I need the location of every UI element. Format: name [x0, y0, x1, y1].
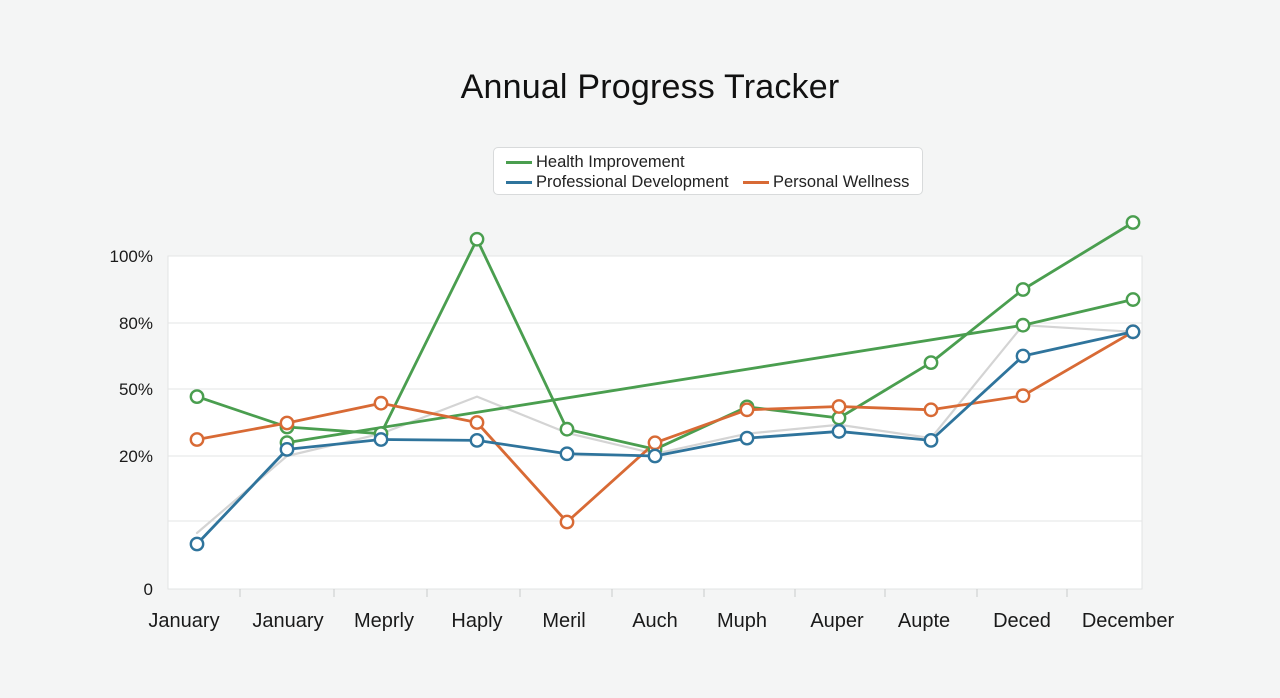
legend-item-wellness: Personal Wellness	[743, 173, 909, 192]
x-tick-label: Deced	[993, 610, 1051, 632]
legend-item-health: Health Improvement	[506, 153, 685, 172]
x-tick-label: December	[1082, 610, 1175, 632]
legend-label-health: Health Improvement	[536, 153, 685, 171]
data-point-0-10	[1125, 215, 1141, 230]
x-tick-label: Aupte	[898, 610, 950, 632]
data-point-0-4	[559, 421, 575, 437]
data-point-3-9	[1015, 388, 1031, 404]
legend-label-wellness: Personal Wellness	[773, 173, 910, 191]
series-markers	[189, 215, 1141, 552]
data-point-0-9	[1015, 282, 1031, 297]
legend-swatch-health	[506, 161, 532, 164]
y-tick-label: 100%	[110, 247, 153, 266]
data-point-2-7	[831, 424, 847, 439]
legend-swatch-wellness	[743, 181, 769, 184]
y-tick-label: 80%	[119, 314, 153, 333]
x-tick-label: Muph	[717, 610, 767, 632]
data-point-3-1	[279, 415, 295, 431]
y-tick-label: 50%	[119, 380, 153, 399]
data-point-2-6	[739, 430, 755, 446]
data-point-3-8	[923, 402, 939, 418]
data-point-3-3	[469, 415, 485, 430]
y-axis: 0 20% 50% 80% 100%	[110, 247, 153, 599]
data-point-0-3	[469, 231, 485, 247]
data-point-2-9	[1015, 348, 1031, 364]
data-point-3-2	[373, 395, 389, 411]
x-tick-label: January	[252, 610, 323, 632]
x-axis: January January Meprly Haply Meril Auch Muph Au…	[148, 589, 1174, 632]
data-point-1-2	[1125, 292, 1141, 307]
legend-item-professional: Professional Development	[506, 173, 729, 192]
data-point-3-4	[559, 514, 575, 530]
data-point-3-6	[739, 402, 755, 418]
data-point-2-10	[1125, 324, 1141, 340]
data-point-3-0	[189, 432, 205, 447]
data-point-2-5	[647, 448, 663, 464]
data-point-2-2	[373, 432, 389, 447]
x-tick-label: Meril	[542, 610, 585, 632]
x-tick-label: Meprly	[354, 610, 414, 632]
data-point-0-0	[189, 389, 205, 404]
data-point-2-8	[923, 432, 939, 448]
y-tick-label: 20%	[119, 447, 153, 466]
plot-area	[167, 255, 1143, 590]
data-point-2-3	[469, 432, 485, 448]
data-point-2-4	[559, 446, 575, 462]
data-point-2-1	[279, 441, 295, 457]
x-tick-label: Auper	[810, 610, 864, 632]
legend-label-professional: Professional Development	[536, 173, 729, 191]
chart-title: Annual Progress Tracker	[460, 68, 840, 106]
data-point-1-1	[1015, 317, 1031, 333]
data-point-2-0	[189, 536, 205, 552]
legend-swatch-professional	[506, 181, 532, 184]
y-tick-label: 0	[144, 580, 153, 599]
x-tick-label: Auch	[632, 610, 678, 632]
legend: Health Improvement Professional Developm…	[493, 147, 923, 195]
data-point-3-5	[647, 435, 663, 451]
data-point-3-7	[831, 399, 847, 414]
x-tick-label: January	[148, 610, 219, 632]
data-point-0-8	[923, 355, 939, 370]
x-tick-label: Haply	[451, 610, 502, 632]
